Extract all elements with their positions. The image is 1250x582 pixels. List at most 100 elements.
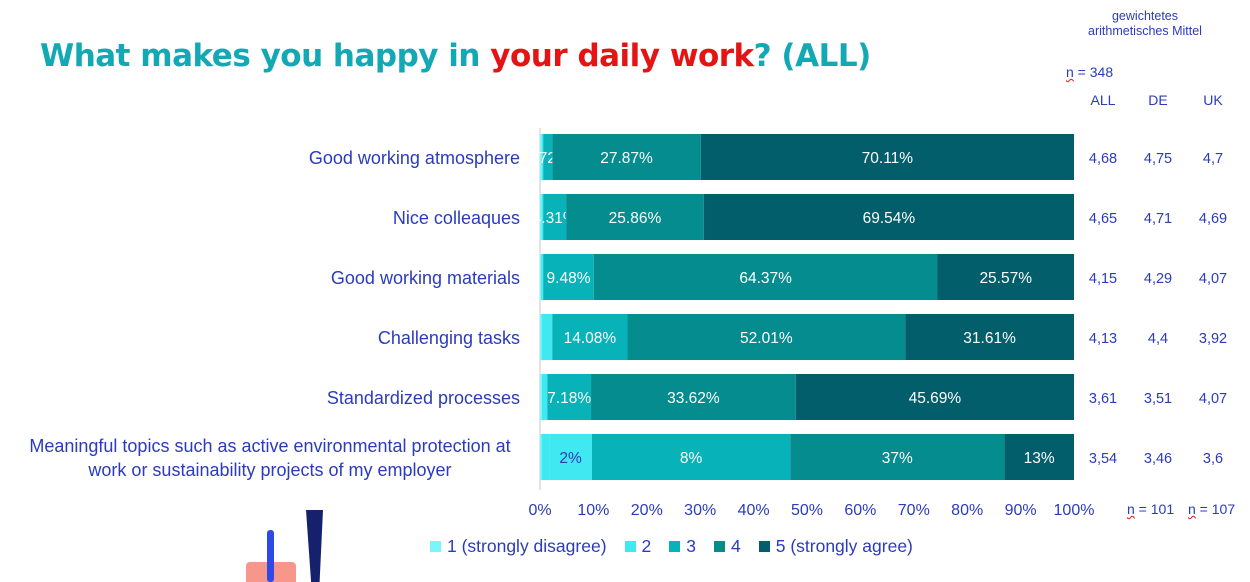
bar-segment bbox=[543, 254, 594, 300]
category-label: Good working materials bbox=[331, 268, 520, 288]
data-label: 33.62% bbox=[667, 390, 720, 407]
n-de: n = 101 bbox=[1127, 501, 1174, 517]
bar-segment bbox=[591, 434, 791, 480]
legend-item: 1 (strongly disagree) bbox=[430, 536, 607, 557]
data-label: 45.69% bbox=[909, 390, 962, 407]
data-label: 9.48% bbox=[547, 270, 591, 287]
legend-item: 3 bbox=[669, 536, 696, 557]
data-label: 27.87% bbox=[600, 150, 653, 167]
bar-segment bbox=[540, 434, 542, 480]
bar-segment bbox=[541, 194, 544, 240]
bar-segment bbox=[541, 434, 550, 480]
x-tick-label: 10% bbox=[577, 502, 609, 519]
mean-value: 4,13 bbox=[1088, 331, 1118, 347]
data-label: 70.11% bbox=[862, 150, 914, 167]
column-header-de: DE bbox=[1148, 92, 1168, 108]
legend-item: 4 bbox=[714, 536, 741, 557]
n-de-letter: n bbox=[1127, 501, 1135, 517]
bar-segment bbox=[700, 134, 1074, 180]
data-label: 69.54% bbox=[863, 210, 916, 227]
legend-label: 4 bbox=[731, 536, 741, 556]
mean-value: 4,69 bbox=[1198, 211, 1228, 227]
data-label: 13% bbox=[1024, 450, 1055, 467]
bar-segment bbox=[552, 314, 628, 360]
mean-value: 3,54 bbox=[1088, 451, 1118, 467]
legend-swatch bbox=[624, 541, 636, 552]
n-uk-value: = 107 bbox=[1195, 501, 1236, 517]
n-uk-letter: n bbox=[1188, 501, 1196, 517]
legend-label: 2 bbox=[641, 536, 652, 556]
bar-segment bbox=[905, 314, 1074, 360]
bar-segment bbox=[540, 314, 542, 360]
mean-value: 4,68 bbox=[1088, 151, 1118, 167]
n-total: n = 348 bbox=[1066, 64, 1113, 80]
data-label: 7.18% bbox=[547, 390, 591, 407]
decorative-figure-bar bbox=[267, 530, 274, 582]
category-label: work or sustainability projects of my em… bbox=[87, 460, 451, 480]
data-label: 37% bbox=[882, 450, 913, 467]
data-label: 25.86% bbox=[609, 210, 662, 227]
category-label: Meaningful topics such as active environ… bbox=[29, 436, 510, 456]
category-label: Challenging tasks bbox=[378, 328, 520, 348]
mean-value: 4,75 bbox=[1143, 151, 1173, 167]
data-label: 64.37% bbox=[739, 270, 792, 287]
x-tick-label: 40% bbox=[738, 502, 770, 519]
mean-value: 4,07 bbox=[1198, 391, 1228, 407]
bar-segment bbox=[937, 254, 1074, 300]
n-de-value: = 101 bbox=[1134, 501, 1175, 517]
x-tick-label: 90% bbox=[1005, 502, 1037, 519]
category-label: Nice colleaques bbox=[393, 208, 520, 228]
bar-segment bbox=[627, 314, 906, 360]
legend-label: 3 bbox=[686, 536, 696, 556]
mean-value: 4,07 bbox=[1198, 271, 1228, 287]
title-prefix: What makes you happy in bbox=[40, 38, 491, 74]
mean-value: 4,4 bbox=[1147, 331, 1169, 347]
bar-segment bbox=[543, 194, 567, 240]
category-label: Good working atmosphere bbox=[309, 148, 520, 168]
bar-segment bbox=[540, 194, 542, 240]
x-tick-label: 100% bbox=[1054, 502, 1095, 519]
mean-value: 4,7 bbox=[1202, 151, 1224, 167]
decorative-figure-stroke bbox=[306, 510, 323, 582]
bar-segment bbox=[1004, 434, 1074, 480]
n-total-letter: n bbox=[1066, 64, 1074, 80]
mean-label-line1: gewichtetes bbox=[1111, 9, 1178, 23]
bar-segment bbox=[591, 374, 796, 420]
x-tick-label: 80% bbox=[951, 502, 983, 519]
legend-item: 2 bbox=[624, 536, 652, 557]
bar-segment bbox=[593, 254, 938, 300]
bar-segment bbox=[703, 194, 1074, 240]
bar-segment bbox=[541, 314, 553, 360]
bar-segment bbox=[540, 254, 542, 300]
bar-segment bbox=[541, 374, 548, 420]
mean-value: 3,46 bbox=[1143, 451, 1173, 467]
bar-segment bbox=[543, 134, 553, 180]
bar-segment bbox=[541, 134, 544, 180]
legend-label: 5 (strongly agree) bbox=[775, 536, 913, 556]
bar-segment bbox=[566, 194, 704, 240]
bar-segment bbox=[540, 134, 542, 180]
data-label: 8% bbox=[680, 450, 703, 467]
legend-swatch bbox=[430, 541, 441, 552]
x-tick-label: 20% bbox=[631, 502, 663, 519]
mean-value: 4,65 bbox=[1088, 211, 1118, 227]
legend-label: 1 (strongly disagree) bbox=[447, 536, 607, 556]
x-tick-label: 30% bbox=[684, 502, 716, 519]
x-tick-label: 0% bbox=[528, 502, 551, 519]
legend-item: 5 (strongly agree) bbox=[758, 536, 913, 557]
mean-value: 3,6 bbox=[1202, 451, 1224, 467]
x-tick-label: 50% bbox=[791, 502, 823, 519]
data-label: 2% bbox=[559, 450, 582, 467]
bar-segment bbox=[795, 374, 1074, 420]
bar-segment bbox=[790, 434, 1005, 480]
mean-value: 3,92 bbox=[1198, 331, 1228, 347]
mean-panel-label: gewichtetes arithmetisches Mittel bbox=[1085, 9, 1205, 39]
n-uk: n = 107 bbox=[1188, 501, 1235, 517]
column-header-all: ALL bbox=[1090, 92, 1116, 108]
bar-segment bbox=[549, 434, 592, 480]
x-tick-label: 60% bbox=[844, 502, 876, 519]
mean-label-line2: arithmetisches Mittel bbox=[1088, 24, 1202, 38]
x-tick-label: 70% bbox=[898, 502, 930, 519]
legend-swatch bbox=[714, 541, 725, 552]
